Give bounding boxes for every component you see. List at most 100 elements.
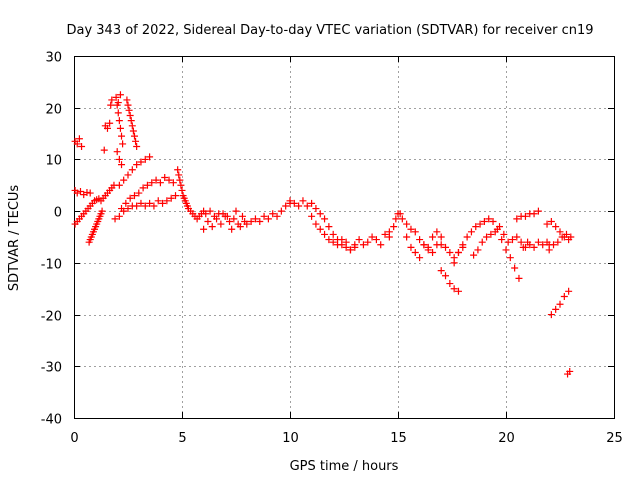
data-point	[398, 215, 406, 223]
data-point	[485, 215, 493, 223]
data-point	[260, 212, 268, 220]
data-point	[467, 228, 475, 236]
data-point	[454, 287, 462, 295]
data-point	[424, 246, 432, 254]
data-point	[325, 236, 333, 244]
data-point	[125, 106, 133, 114]
data-point	[133, 202, 141, 210]
data-point	[128, 122, 136, 130]
data-point	[567, 233, 575, 241]
data-point	[133, 161, 141, 169]
series-lone	[100, 146, 108, 154]
series-band-b	[111, 192, 180, 223]
data-point	[325, 223, 333, 231]
data-point	[351, 241, 359, 249]
data-point	[129, 127, 137, 135]
data-point	[521, 212, 529, 220]
data-point	[152, 176, 160, 184]
data-point	[517, 238, 525, 246]
data-point	[128, 166, 136, 174]
data-point	[552, 305, 560, 313]
data-point	[103, 124, 111, 132]
data-point	[165, 176, 173, 184]
series-mid-i	[470, 223, 553, 259]
series-late-d	[547, 287, 573, 319]
data-point	[474, 246, 482, 254]
data-point	[407, 225, 415, 233]
data-point	[476, 220, 484, 228]
series-spike-c	[123, 96, 141, 150]
series-late-a	[513, 207, 542, 223]
data-point	[454, 249, 462, 257]
data-point	[407, 243, 415, 251]
data-point	[116, 91, 124, 99]
series-late-c	[545, 230, 575, 254]
y-tick-label: 30	[45, 51, 62, 66]
data-point	[115, 181, 123, 189]
data-point	[116, 124, 124, 132]
data-point	[232, 207, 240, 215]
data-point	[500, 230, 508, 238]
data-point	[282, 202, 290, 210]
data-point	[150, 202, 158, 210]
data-point	[76, 187, 84, 195]
data-point	[202, 210, 210, 218]
data-point	[487, 230, 495, 238]
data-point	[114, 99, 122, 107]
data-point	[223, 212, 231, 220]
data-point	[86, 189, 94, 197]
y-tick-label: 10	[45, 154, 62, 169]
series-late-e	[564, 367, 574, 378]
y-axis-label: SDTVAR / TECUs	[7, 185, 22, 292]
data-point	[148, 179, 156, 187]
data-point	[127, 117, 135, 125]
data-point	[123, 96, 131, 104]
data-point	[175, 171, 183, 179]
data-point	[562, 230, 570, 238]
data-point	[290, 199, 298, 207]
data-point	[530, 210, 538, 218]
data-point	[126, 111, 134, 119]
data-point	[558, 233, 566, 241]
data-point	[385, 228, 393, 236]
data-point	[133, 143, 141, 150]
data-point	[122, 199, 130, 207]
y-tick-label: 20	[45, 103, 62, 118]
data-point	[498, 236, 506, 244]
data-point	[550, 241, 558, 249]
data-point	[230, 215, 238, 223]
x-axis-label: GPS time / hours	[290, 459, 399, 474]
axis-ticks: 0 5 10 15 20 25 -40 -30 -20 -10 0 10 20 30	[41, 51, 623, 447]
data-point	[156, 179, 164, 187]
data-point	[111, 215, 119, 223]
data-point	[124, 205, 132, 213]
data-point	[513, 215, 521, 223]
data-point	[204, 217, 212, 225]
data-point	[416, 254, 424, 262]
data-point	[491, 228, 499, 236]
data-point	[119, 140, 127, 148]
data-point	[130, 192, 138, 200]
data-point	[552, 223, 560, 231]
series-early-mid	[71, 186, 94, 199]
data-point	[377, 241, 385, 249]
x-tick-label: 5	[178, 431, 186, 446]
data-point	[174, 166, 182, 174]
x-tick-label: 15	[390, 431, 407, 446]
series-band-a	[118, 174, 177, 213]
series-rise-a	[115, 153, 154, 189]
data-point	[446, 249, 454, 257]
data-point	[411, 249, 419, 257]
data-point	[390, 223, 398, 231]
data-point	[236, 223, 244, 231]
data-point	[178, 186, 186, 194]
data-point	[269, 210, 277, 218]
series-peak5	[174, 166, 208, 223]
data-point	[238, 212, 246, 220]
data-point	[256, 217, 264, 225]
data-point	[381, 230, 389, 238]
data-point	[334, 241, 342, 249]
data-point	[141, 155, 149, 163]
data-point	[112, 93, 120, 101]
